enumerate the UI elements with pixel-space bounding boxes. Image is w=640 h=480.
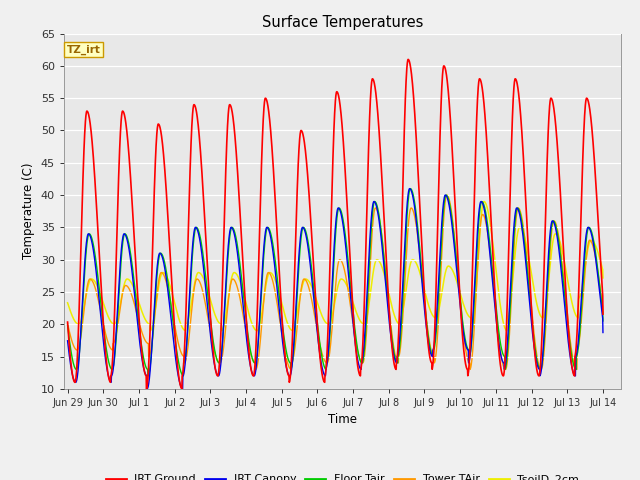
Y-axis label: Temperature (C): Temperature (C) (22, 163, 35, 260)
Text: TZ_irt: TZ_irt (67, 44, 100, 55)
Legend: IRT Ground, IRT Canopy, Floor Tair, Tower TAir, TsoilD_2cm: IRT Ground, IRT Canopy, Floor Tair, Towe… (101, 470, 584, 480)
X-axis label: Time: Time (328, 413, 357, 426)
Title: Surface Temperatures: Surface Temperatures (262, 15, 423, 30)
